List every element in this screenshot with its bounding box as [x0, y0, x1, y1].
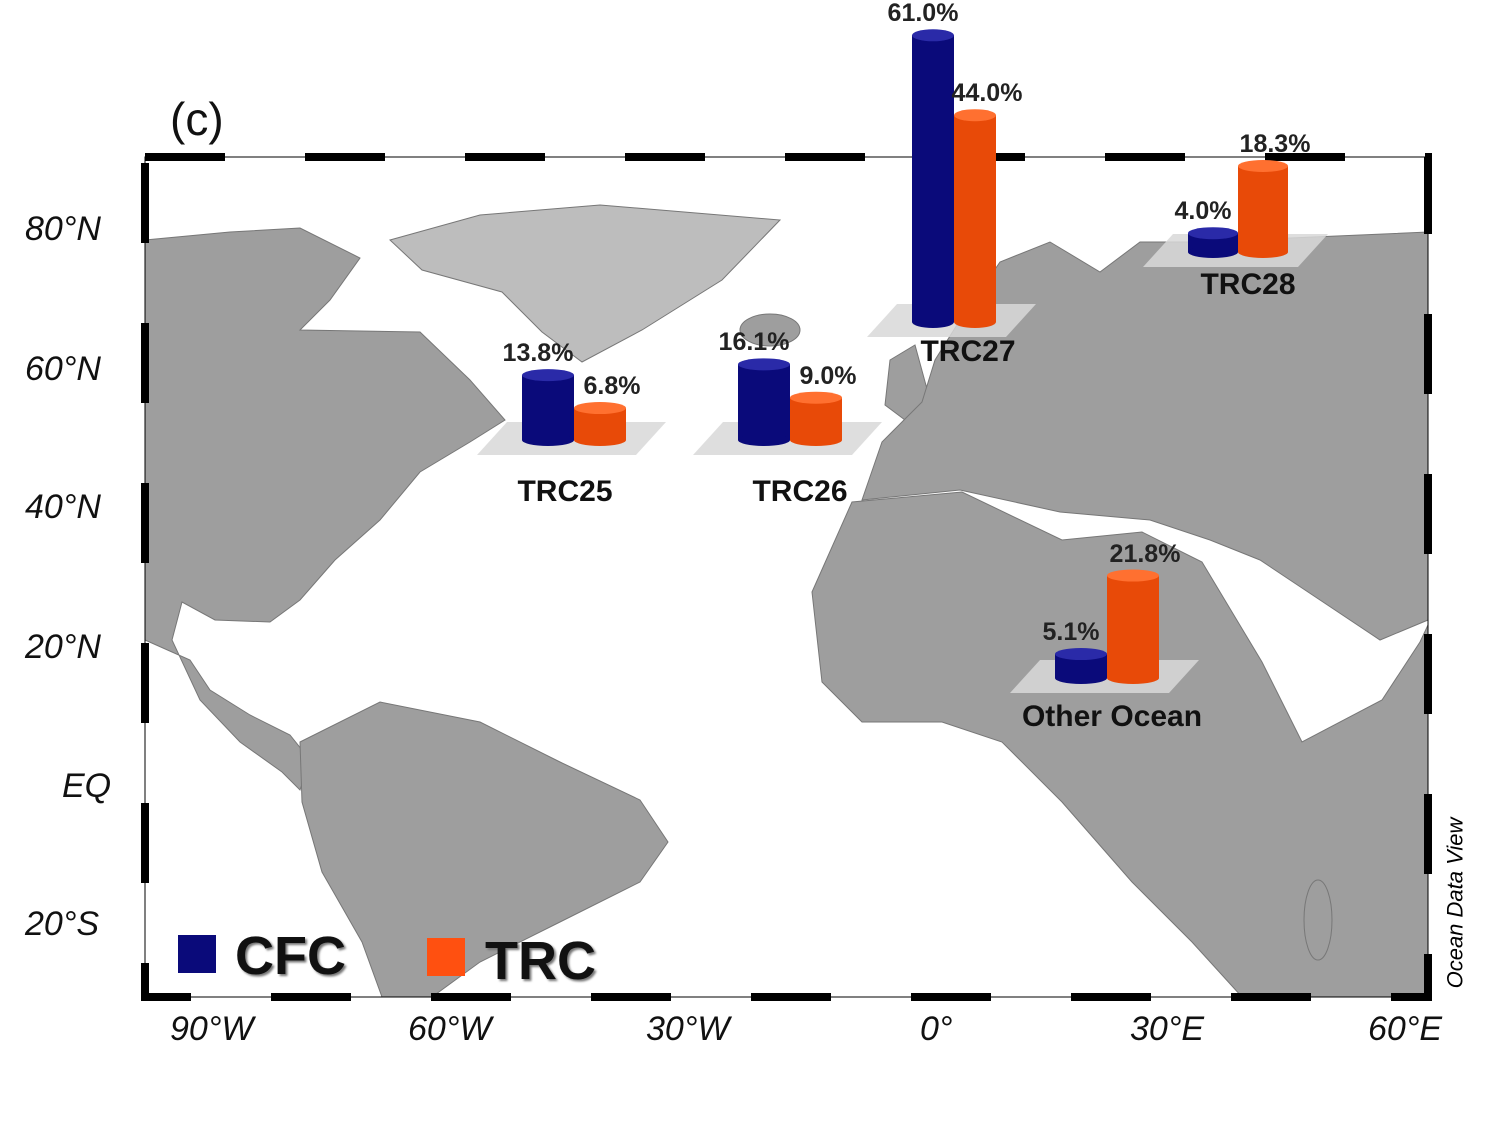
- bar-base: [1055, 672, 1107, 684]
- value-label: 5.1%: [1042, 618, 1100, 647]
- bar-cap: [522, 369, 574, 382]
- bar-trc-trc26: [790, 397, 842, 440]
- bar-cfc-trc27: [912, 35, 954, 323]
- bar-cap: [954, 109, 996, 122]
- value-label: 16.1%: [718, 328, 790, 357]
- bar-cap: [1107, 569, 1159, 582]
- lat-tick: 60°N: [25, 350, 101, 388]
- bar-base: [522, 434, 574, 446]
- south-america: [299, 701, 669, 998]
- bar-base: [738, 434, 790, 446]
- bar-cap: [574, 402, 626, 415]
- bar-base: [790, 434, 842, 446]
- bar-cap: [1055, 648, 1107, 661]
- bar-charts: [477, 29, 1328, 693]
- bar-cap: [1188, 227, 1238, 240]
- legend-label-trc: TRC: [485, 931, 596, 991]
- value-label: 61.0%: [887, 0, 959, 28]
- lon-tick: 30°W: [646, 1010, 730, 1048]
- value-label: 9.0%: [799, 361, 857, 390]
- madagascar: [1303, 879, 1333, 961]
- value-label: 4.0%: [1174, 197, 1232, 226]
- bar-base: [1188, 246, 1238, 258]
- lon-tick: 90°W: [170, 1010, 254, 1048]
- bar-cfc-trc26: [738, 364, 790, 440]
- panel-label: (c): [170, 93, 224, 145]
- value-label: 44.0%: [951, 79, 1023, 108]
- greenland: [389, 204, 782, 363]
- bar-trc-other-ocean: [1107, 575, 1159, 678]
- category-label: TRC27: [920, 335, 1016, 368]
- lon-tick: 30°E: [1130, 1010, 1205, 1048]
- lat-tick: 20°N: [25, 628, 101, 666]
- value-label: 21.8%: [1109, 539, 1181, 568]
- category-label: TRC25: [517, 475, 613, 508]
- category-label: TRC28: [1200, 268, 1296, 301]
- lat-tick: EQ: [62, 767, 112, 805]
- category-label: Other Ocean: [1021, 700, 1203, 733]
- legend-swatch-cfc: [178, 935, 216, 973]
- lon-tick: 0°: [920, 1010, 953, 1048]
- value-label: 13.8%: [502, 339, 574, 368]
- north-america: [144, 227, 506, 791]
- bar-base: [1238, 246, 1288, 258]
- bar-cap: [912, 29, 954, 42]
- odv-watermark: Ocean Data View: [1442, 817, 1468, 989]
- bar-base: [574, 434, 626, 446]
- value-label: 6.8%: [583, 372, 641, 401]
- bar-trc-trc27: [954, 115, 996, 322]
- bar-base: [954, 316, 996, 328]
- bar-base: [1107, 672, 1159, 684]
- bar-base: [912, 316, 954, 328]
- bar-cfc-trc25: [522, 375, 574, 440]
- legend-swatch-trc: [427, 938, 465, 976]
- category-label: TRC26: [752, 475, 848, 508]
- iceland: [739, 313, 801, 347]
- bar-cap: [790, 391, 842, 404]
- bar-cap: [738, 358, 790, 371]
- lat-tick: 80°N: [25, 210, 101, 248]
- lat-tick: 20°S: [25, 905, 100, 943]
- lon-tick: 60°W: [408, 1010, 492, 1048]
- lon-tick: 60°E: [1368, 1010, 1443, 1048]
- bar-trc-trc28: [1238, 165, 1288, 252]
- map-border: [144, 156, 1429, 998]
- value-label: 18.3%: [1239, 129, 1311, 158]
- lat-tick: 40°N: [25, 488, 101, 526]
- legend-label-cfc: CFC: [235, 926, 346, 986]
- bar-cfc-other-ocean: [1055, 654, 1107, 678]
- bar-cap: [1238, 159, 1288, 172]
